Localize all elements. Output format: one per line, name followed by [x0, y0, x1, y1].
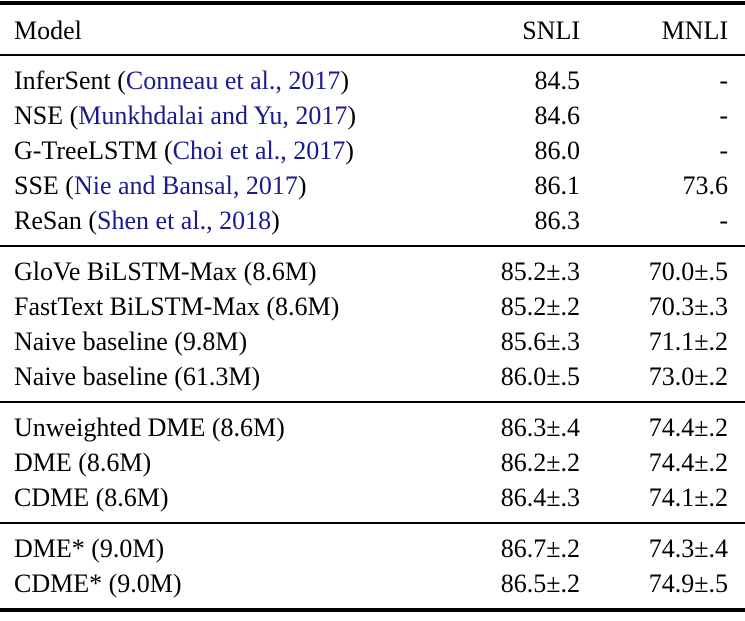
table-row: CDME* (9.0M) 86.5±.2 74.9±.5: [0, 566, 745, 610]
model-cell: GloVe BiLSTM-Max (8.6M): [14, 257, 317, 286]
snli-score-cell: 86.0±.5: [500, 362, 580, 391]
mnli-score-cell: 74.1±.2: [648, 483, 728, 512]
table-row: Naive baseline (9.8M) 85.6±.3 71.1±.2: [0, 324, 745, 359]
snli-score-cell: 86.3: [534, 206, 581, 235]
column-header-model: Model: [14, 16, 82, 45]
mnli-score-cell: 73.0±.2: [648, 362, 728, 391]
section-published-baselines: InferSent (Conneau et al., 2017) 84.5 - …: [0, 55, 745, 246]
model-cell: SSE (Nie and Bansal, 2017): [0, 168, 460, 203]
mnli-score-cell: -: [719, 101, 728, 130]
model-cell: NSE (Munkhdalai and Yu, 2017): [0, 98, 460, 133]
mnli-score-cell: -: [719, 136, 728, 165]
model-cell: FastText BiLSTM-Max (8.6M): [14, 292, 340, 321]
model-label-end: ): [345, 136, 354, 165]
model-cell: CDME* (9.0M): [14, 569, 182, 598]
model-label: ReSan (: [14, 206, 98, 235]
model-label-end: ): [340, 66, 350, 95]
model-label: G-TreeLSTM (: [14, 136, 173, 165]
table-row: SSE (Nie and Bansal, 2017) 86.1 73.6: [0, 168, 745, 203]
table-row: ReSan (Shen et al., 2018) 86.3 -: [0, 203, 745, 246]
snli-score-cell: 86.1: [534, 171, 581, 200]
model-cell: CDME (8.6M): [14, 483, 169, 512]
snli-score-cell: 86.0: [534, 136, 581, 165]
snli-score-cell: 86.5±.2: [500, 569, 580, 598]
snli-score-cell: 85.6±.3: [500, 327, 580, 356]
header-row: Model SNLI MNLI: [0, 3, 745, 55]
table-header: Model SNLI MNLI: [0, 3, 745, 55]
column-header-mnli: MNLI: [661, 16, 728, 45]
snli-score-cell: 84.6: [534, 101, 581, 130]
column-header-snli: SNLI: [522, 16, 580, 45]
snli-score-cell: 86.4±.3: [500, 483, 580, 512]
snli-score-cell: 85.2±.2: [500, 292, 580, 321]
model-label-end: ): [347, 101, 357, 130]
model-cell: Naive baseline (9.8M): [14, 327, 248, 356]
model-cell: DME* (9.0M): [14, 534, 165, 563]
model-cell: Unweighted DME (8.6M): [14, 413, 285, 442]
mnli-score-cell: 74.4±.2: [648, 413, 728, 442]
mnli-score-cell: 74.9±.5: [648, 569, 728, 598]
model-label-end: ): [297, 171, 307, 200]
table-row: FastText BiLSTM-Max (8.6M) 85.2±.2 70.3±…: [0, 289, 745, 324]
citation-link[interactable]: Shen et al., 2018: [97, 206, 272, 235]
mnli-score-cell: 70.0±.5: [648, 257, 728, 286]
mnli-score-cell: -: [719, 66, 728, 95]
snli-score-cell: 86.3±.4: [500, 413, 580, 442]
model-cell: ReSan (Shen et al., 2018): [0, 203, 460, 246]
citation-link[interactable]: Nie and Bansal, 2017: [73, 171, 298, 200]
table-row: DME (8.6M) 86.2±.2 74.4±.2: [0, 445, 745, 480]
section-dme-star-models: DME* (9.0M) 86.7±.2 74.3±.4 CDME* (9.0M)…: [0, 523, 745, 610]
citation-link[interactable]: Conneau et al., 2017: [125, 66, 341, 95]
table-row: GloVe BiLSTM-Max (8.6M) 85.2±.3 70.0±.5: [0, 246, 745, 289]
mnli-score-cell: 70.3±.3: [648, 292, 728, 321]
mnli-score-cell: 73.6: [682, 171, 729, 200]
model-cell: Naive baseline (61.3M): [14, 362, 261, 391]
snli-score-cell: 85.2±.3: [500, 257, 580, 286]
model-label-end: ): [271, 206, 280, 235]
mnli-score-cell: -: [719, 206, 728, 235]
mnli-score-cell: 74.3±.4: [648, 534, 728, 563]
citation-link[interactable]: Choi et al., 2017: [172, 136, 346, 165]
snli-score-cell: 84.5: [534, 66, 581, 95]
model-label: InferSent (: [14, 66, 126, 95]
section-dme-models: Unweighted DME (8.6M) 86.3±.4 74.4±.2 DM…: [0, 402, 745, 523]
table-row: CDME (8.6M) 86.4±.3 74.1±.2: [0, 480, 745, 523]
table-row: Unweighted DME (8.6M) 86.3±.4 74.4±.2: [0, 402, 745, 445]
table-row: Naive baseline (61.3M) 86.0±.5 73.0±.2: [0, 359, 745, 402]
section-single-embedding-baselines: GloVe BiLSTM-Max (8.6M) 85.2±.3 70.0±.5 …: [0, 246, 745, 402]
model-cell: G-TreeLSTM (Choi et al., 2017): [0, 133, 460, 168]
mnli-score-cell: 74.4±.2: [648, 448, 728, 477]
model-label: SSE (: [14, 171, 74, 200]
table-row: NSE (Munkhdalai and Yu, 2017) 84.6 -: [0, 98, 745, 133]
table-row: InferSent (Conneau et al., 2017) 84.5 -: [0, 55, 745, 98]
table-row: DME* (9.0M) 86.7±.2 74.3±.4: [0, 523, 745, 566]
snli-score-cell: 86.7±.2: [500, 534, 580, 563]
model-cell: InferSent (Conneau et al., 2017): [0, 55, 460, 98]
mnli-score-cell: 71.1±.2: [648, 327, 728, 356]
snli-score-cell: 86.2±.2: [500, 448, 580, 477]
citation-link[interactable]: Munkhdalai and Yu, 2017: [78, 101, 348, 130]
table-row: G-TreeLSTM (Choi et al., 2017) 86.0 -: [0, 133, 745, 168]
model-label: NSE (: [14, 101, 79, 130]
model-cell: DME (8.6M): [14, 448, 152, 477]
